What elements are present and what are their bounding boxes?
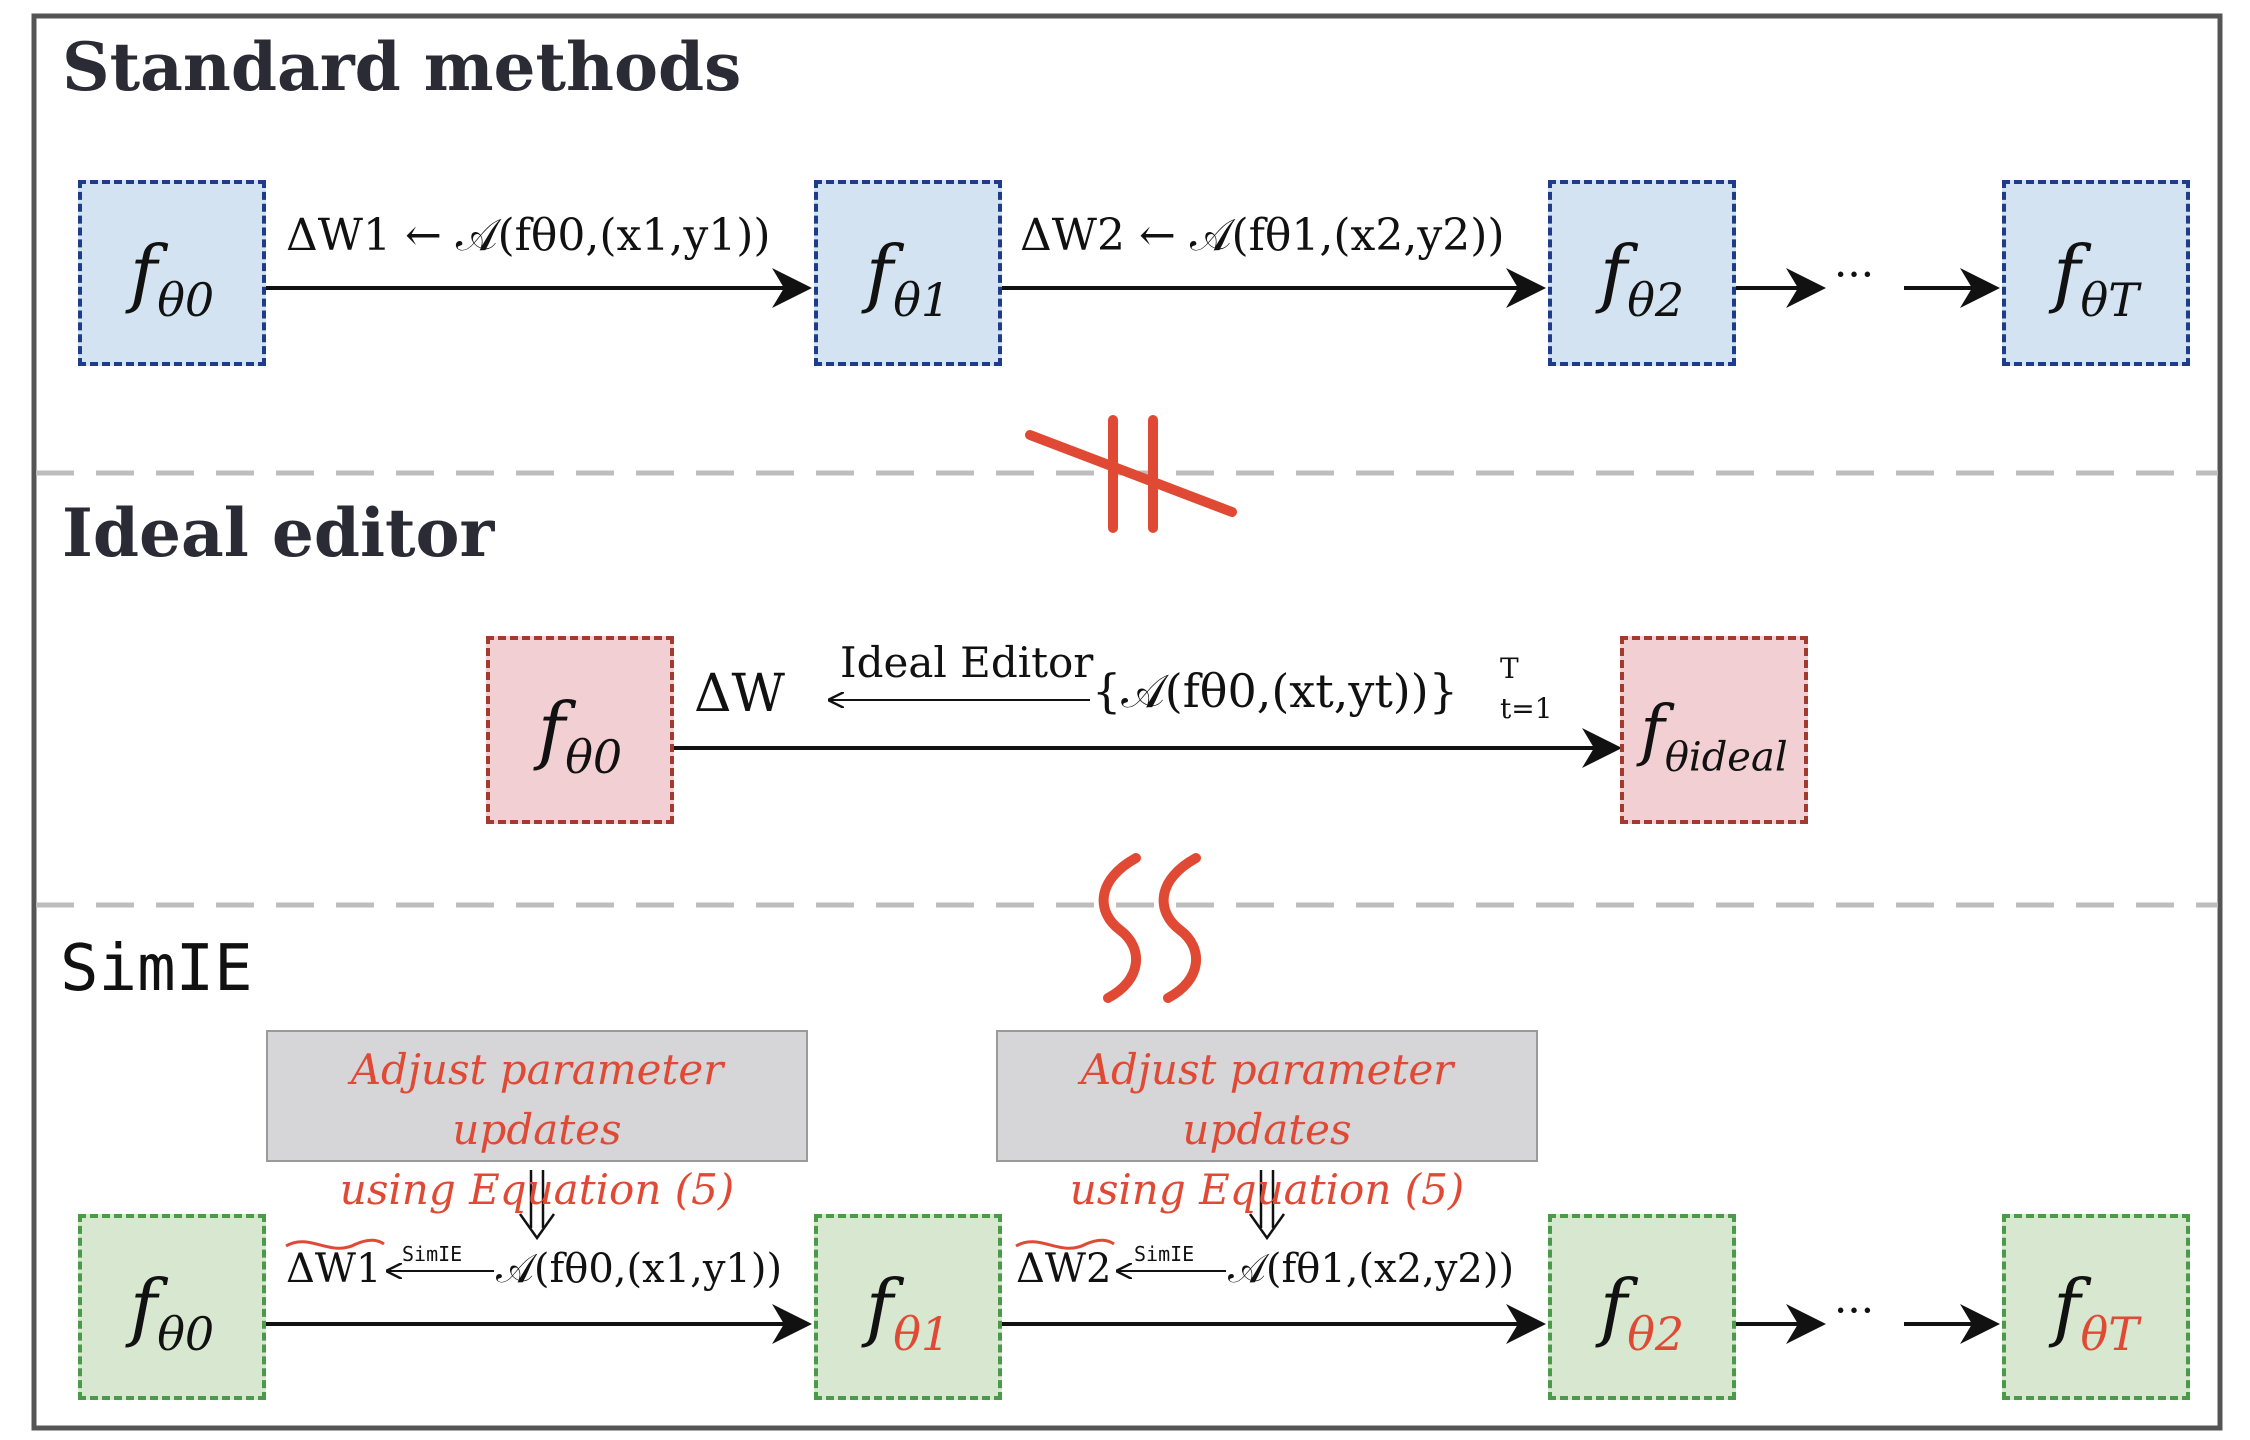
outer-frame [31,13,2223,1431]
std-box-thetaT: fθT [2002,180,2190,366]
ideal-edge-subscript: t=1 [1500,692,1553,725]
section-title-standard: Standard methods [62,28,742,106]
std-edge-label-1: ΔW1 ← 𝒜(fθ0,(x1,y1)) [286,210,771,261]
section-title-simie: SimIE [60,932,253,1006]
simie-box-theta2: fθ2 [1548,1214,1736,1400]
simie-box-theta1: fθ1 [814,1214,1002,1400]
ideal-box-theta0: fθ0 [486,636,674,824]
std-edge-label-2: ΔW2 ← 𝒜(fθ1,(x2,y2)) [1020,210,1505,261]
simie-edge-lhs-2: ΔW2 [1016,1246,1112,1292]
simie-edge-lhs-1: ΔW1 [286,1246,382,1292]
simie-box-theta0: fθ0 [78,1214,266,1400]
implies-arrow-2 [1248,1170,1286,1241]
ideal-edge-over: Ideal Editor [840,638,1094,687]
ideal-box-thetaideal: fθideal [1620,636,1808,824]
simie-edge-rhs-1: 𝒜(fθ0,(x1,y1)) [496,1246,783,1292]
section-title-ideal: Ideal editor [62,494,495,572]
wide-tilde-2 [1015,1238,1115,1250]
simie-edge-over-2: SimIE [1134,1242,1195,1266]
approx-symbol [1098,853,1202,1003]
std-box-theta0: fθ0 [78,180,266,366]
wide-tilde-1 [285,1238,385,1250]
simie-box-thetaT: fθT [2002,1214,2190,1400]
ideal-edge-sup: T [1500,652,1519,685]
std-box-theta2: fθ2 [1548,180,1736,366]
std-box-theta1: fθ1 [814,180,1002,366]
simie-edge-rhs-2: 𝒜(fθ1,(x2,y2)) [1228,1246,1515,1292]
implies-arrow-1 [518,1170,556,1241]
ideal-edge-lhs: ΔW [694,664,785,724]
ideal-edge-rhs: {𝒜(fθ0,(xt,yt))} [1092,664,1458,718]
simie-edge-over-1: SimIE [402,1242,463,1266]
simie-note-2: Adjust parameter updates using Equation … [996,1030,1538,1214]
simie-note-1: Adjust parameter updates using Equation … [266,1030,808,1214]
simie-ellipsis: ··· [1834,1286,1875,1335]
not-equal-symbol [1025,415,1237,533]
std-ellipsis: ··· [1834,250,1875,299]
